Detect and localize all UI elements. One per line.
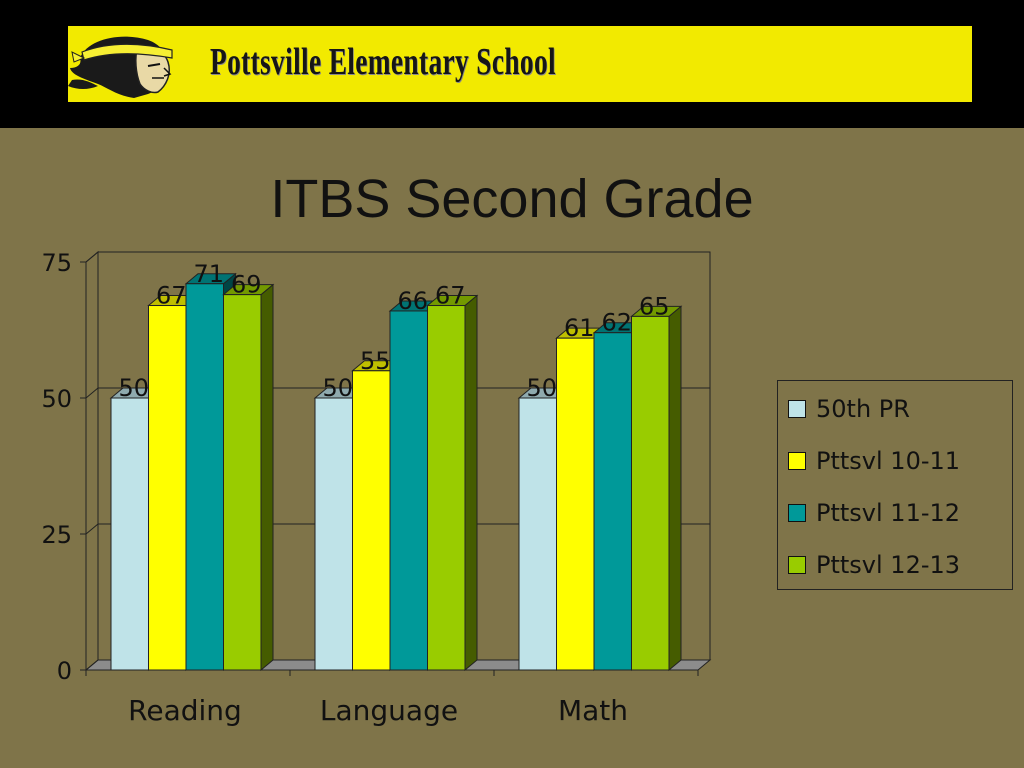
bar: [593, 332, 632, 671]
top-bar: Pottsville Elementary School: [0, 0, 1024, 128]
bar-value-label: 66: [397, 287, 428, 315]
legend-swatch: [788, 400, 806, 418]
bar-value-label: 67: [435, 282, 466, 310]
bar-side: [464, 294, 478, 672]
gridline-side: [85, 523, 99, 535]
bar-value-label: 71: [193, 260, 224, 288]
bar-value-label: 65: [639, 292, 670, 320]
bar: [352, 370, 391, 671]
bar-value-label: 61: [564, 314, 595, 342]
bar: [631, 315, 670, 671]
gridline-side: [85, 387, 99, 399]
plot-side-wall: [85, 250, 99, 672]
bar: [427, 305, 466, 671]
legend-swatch: [788, 452, 806, 470]
legend-label: Pttsvl 10-11: [816, 447, 961, 475]
legend-label: Pttsvl 11-12: [816, 499, 961, 527]
chart-title: ITBS Second Grade: [270, 169, 754, 229]
bar-value-label: 62: [601, 309, 632, 337]
bar-side: [260, 283, 274, 672]
bar-value-label: 69: [231, 271, 262, 299]
school-banner: Pottsville Elementary School: [68, 26, 972, 102]
y-tick-label: 75: [41, 249, 72, 277]
bar: [389, 310, 428, 671]
legend-label: Pttsvl 12-13: [816, 551, 961, 579]
bar-value-label: 67: [156, 282, 187, 310]
bar-side: [668, 305, 682, 672]
category-label: Language: [320, 694, 458, 727]
bar: [185, 283, 224, 671]
bar-value-label: 50: [118, 374, 149, 402]
gridline-side: [85, 251, 99, 263]
legend-swatch: [788, 556, 806, 574]
bar-value-label: 50: [526, 374, 557, 402]
bar: [518, 397, 557, 671]
y-tick-label: 25: [41, 521, 72, 549]
category-label: Math: [558, 694, 628, 727]
legend-swatch: [788, 504, 806, 522]
legend-item: Pttsvl 12-13: [788, 550, 960, 580]
school-name: Pottsville Elementary School: [210, 41, 556, 83]
bar: [556, 337, 595, 671]
indian-mascot-icon: [68, 36, 173, 98]
legend-item: Pttsvl 10-11: [788, 446, 960, 476]
legend-item: 50th PR: [788, 394, 910, 424]
bar: [314, 397, 353, 671]
y-tick-label: 0: [57, 657, 72, 685]
bar: [110, 397, 149, 671]
bar-value-label: 50: [322, 374, 353, 402]
legend-label: 50th PR: [816, 395, 910, 423]
chart-legend: 50th PR Pttsvl 10-11 Pttsvl 11-12 Pttsvl 12…: [777, 380, 1013, 590]
category-label: Reading: [128, 694, 242, 727]
bar-value-label: 55: [360, 347, 391, 375]
legend-item: Pttsvl 11-12: [788, 498, 960, 528]
bar: [148, 305, 187, 671]
bar: [223, 294, 262, 671]
y-tick-label: 50: [41, 385, 72, 413]
